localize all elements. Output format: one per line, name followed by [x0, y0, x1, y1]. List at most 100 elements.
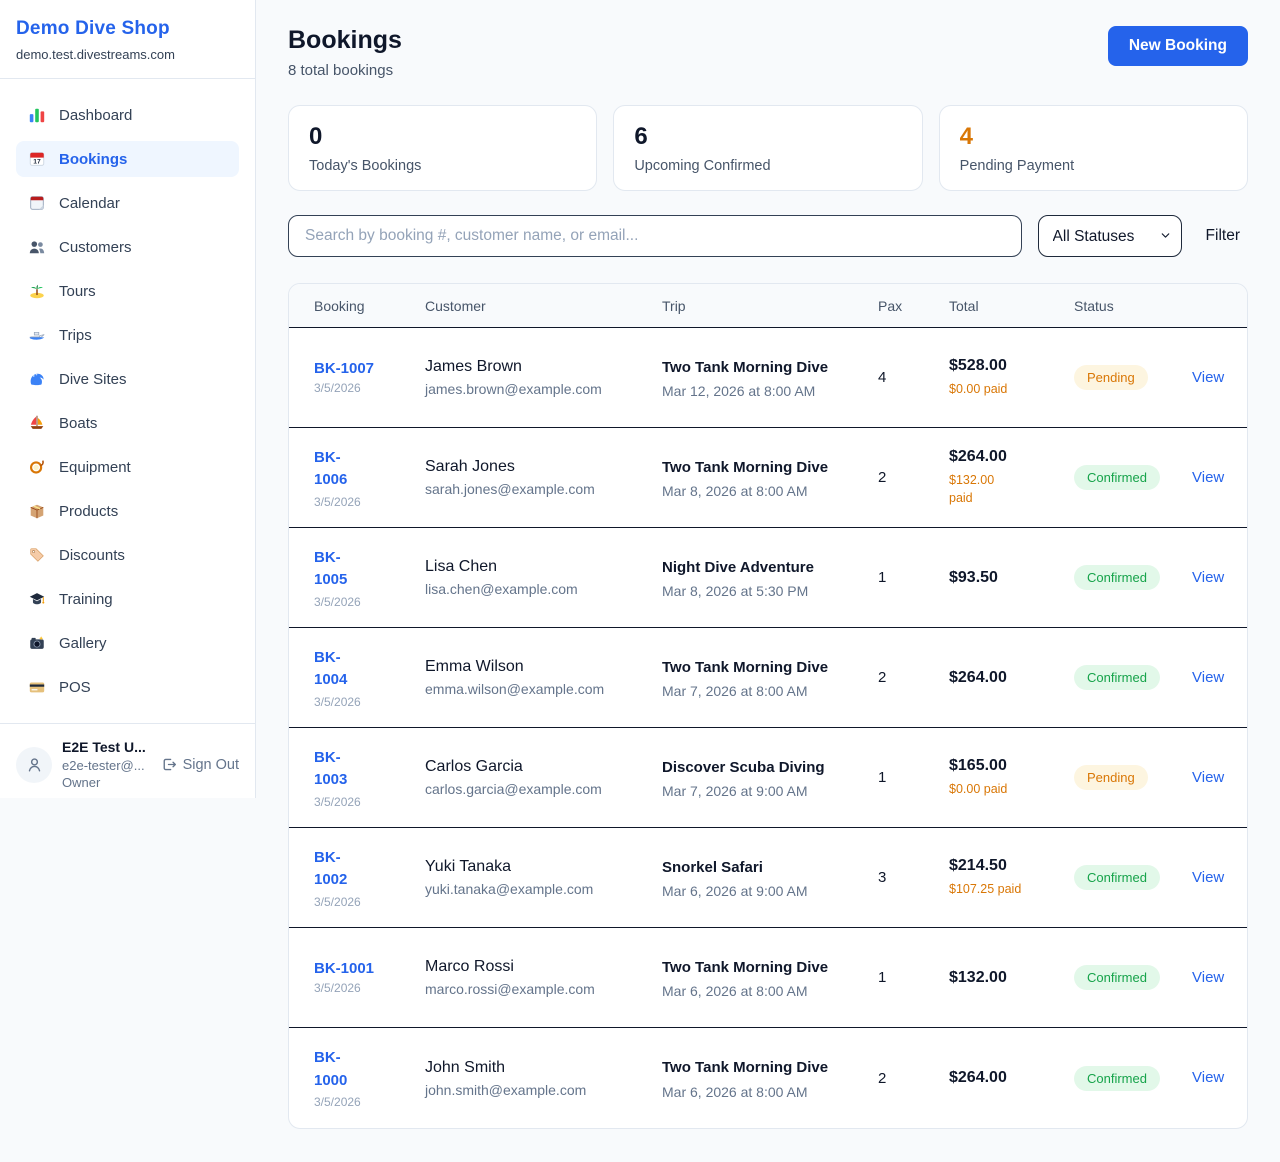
- view-link[interactable]: View: [1192, 1069, 1225, 1086]
- view-link[interactable]: View: [1192, 468, 1225, 486]
- view-link[interactable]: View: [1192, 768, 1225, 786]
- total-amount: $264.00: [949, 668, 1007, 686]
- page-header: Bookings 8 total bookings New Booking: [288, 26, 1248, 79]
- paid-amount: $0.00 paid: [949, 781, 1008, 796]
- sidebar-item-boats[interactable]: Boats: [16, 405, 239, 441]
- booking-number-link[interactable]: BK-1006: [314, 448, 348, 489]
- sidebar-item-customers[interactable]: Customers: [16, 229, 239, 265]
- paid-amount: $132.00 paid: [949, 472, 995, 505]
- view-link[interactable]: View: [1192, 668, 1225, 686]
- view-link[interactable]: View: [1192, 568, 1225, 586]
- sidebar-item-products[interactable]: Products: [16, 493, 239, 529]
- sign-out-button[interactable]: Sign Out: [160, 756, 239, 773]
- sidebar-item-equipment[interactable]: Equipment: [16, 449, 239, 485]
- table-row: BK-1007 3/5/2026 James Brown james.brown…: [289, 328, 1247, 428]
- bookings-table: Booking Customer Trip Pax Total Status B…: [288, 283, 1248, 1129]
- pax-count: 4: [878, 369, 887, 386]
- table-row: BK-1004 3/5/2026 Emma Wilson emma.wilson…: [289, 628, 1247, 728]
- sidebar-item-dive-sites[interactable]: Dive Sites: [16, 361, 239, 397]
- customer-email: james.brown@example.com: [425, 381, 602, 397]
- search-input[interactable]: [288, 215, 1022, 257]
- speedboat-icon: [28, 326, 46, 344]
- pax-count: 1: [878, 969, 887, 986]
- sidebar-item-label: Dive Sites: [59, 370, 127, 388]
- sidebar: Demo Dive Shop demo.test.divestreams.com…: [0, 0, 256, 798]
- sidebar-item-label: Equipment: [59, 458, 131, 476]
- dive-mask-icon: [28, 458, 46, 476]
- main-content: Bookings 8 total bookings New Booking 0 …: [256, 0, 1280, 1162]
- sidebar-item-discounts[interactable]: Discounts: [16, 537, 239, 573]
- col-trip: Trip: [662, 297, 686, 314]
- booking-number-link[interactable]: BK-1002: [314, 848, 348, 889]
- avatar: [16, 746, 52, 783]
- booking-number-link[interactable]: BK-1004: [314, 648, 348, 689]
- table-row: BK-1005 3/5/2026 Lisa Chen lisa.chen@exa…: [289, 528, 1247, 628]
- booking-date: 3/5/2026: [314, 694, 361, 709]
- brand-name: Demo Dive Shop: [16, 18, 170, 39]
- trip-datetime: Mar 12, 2026 at 8:00 AM: [662, 383, 816, 400]
- sidebar-item-label: Tours: [59, 282, 96, 300]
- table-row: BK-1001 3/5/2026 Marco Rossi marco.rossi…: [289, 928, 1247, 1028]
- booking-number-link[interactable]: BK-1007: [314, 360, 375, 377]
- sidebar-item-dashboard[interactable]: Dashboard: [16, 97, 239, 133]
- filter-button[interactable]: Filter: [1198, 227, 1248, 245]
- col-status: Status: [1074, 297, 1114, 314]
- customer-email: yuki.tanaka@example.com: [425, 881, 594, 897]
- table-body: BK-1007 3/5/2026 James Brown james.brown…: [289, 328, 1247, 1128]
- sidebar-item-trips[interactable]: Trips: [16, 317, 239, 353]
- status-badge: Confirmed: [1074, 965, 1160, 990]
- booking-date: 3/5/2026: [314, 594, 361, 609]
- stat-value: 6: [634, 123, 648, 150]
- customer-email: emma.wilson@example.com: [425, 681, 605, 697]
- booking-number-link[interactable]: BK-1003: [314, 748, 348, 789]
- view-link[interactable]: View: [1192, 368, 1225, 386]
- total-amount: $214.50: [949, 856, 1007, 874]
- status-badge: Pending: [1074, 365, 1148, 390]
- credit-card-icon: [28, 678, 46, 696]
- total-amount: $528.00: [949, 356, 1007, 374]
- total-amount: $165.00: [949, 756, 1007, 774]
- customer-name: John Smith: [425, 1058, 506, 1076]
- table-row: BK-1002 3/5/2026 Yuki Tanaka yuki.tanaka…: [289, 828, 1247, 928]
- table-row: BK-1006 3/5/2026 Sarah Jones sarah.jones…: [289, 428, 1247, 528]
- calendar-icon: [28, 194, 46, 212]
- total-amount: $264.00: [949, 447, 1007, 465]
- status-badge: Confirmed: [1074, 565, 1160, 590]
- status-filter-select[interactable]: All Statuses: [1037, 215, 1182, 257]
- customer-email: john.smith@example.com: [425, 1081, 587, 1098]
- table-row: BK-1000 3/5/2026 John Smith john.smith@e…: [289, 1028, 1247, 1128]
- customer-name: Sarah Jones: [425, 458, 515, 475]
- pax-count: 1: [878, 569, 887, 586]
- col-total: Total: [949, 297, 979, 314]
- trip-name: Two Tank Morning Dive: [662, 958, 829, 976]
- sidebar-item-tours[interactable]: Tours: [16, 273, 239, 309]
- sidebar-item-label: Gallery: [59, 634, 107, 652]
- sidebar-item-bookings[interactable]: Bookings: [16, 141, 239, 177]
- sidebar-item-label: Bookings: [59, 150, 128, 168]
- user-name: E2E Test U...: [62, 739, 146, 755]
- grad-cap-icon: [28, 590, 46, 608]
- sidebar-item-pos[interactable]: POS: [16, 669, 239, 705]
- calendar-17-icon: [28, 150, 46, 168]
- trip-name: Night Dive Adventure: [662, 558, 814, 576]
- brand-domain: demo.test.divestreams.com: [16, 47, 175, 62]
- sidebar-item-calendar[interactable]: Calendar: [16, 185, 239, 221]
- view-link[interactable]: View: [1192, 868, 1225, 886]
- stat-value: 4: [959, 123, 974, 150]
- view-link[interactable]: View: [1192, 968, 1225, 986]
- trip-name: Discover Scuba Diving: [662, 758, 825, 776]
- booking-number-link[interactable]: BK-1001: [314, 960, 375, 977]
- sidebar-item-gallery[interactable]: Gallery: [16, 625, 239, 661]
- booking-number-link[interactable]: BK-1005: [314, 548, 348, 589]
- booking-number-link[interactable]: BK-1000: [314, 1049, 348, 1089]
- stat-card: 4 Pending Payment: [938, 105, 1248, 191]
- status-badge: Confirmed: [1074, 865, 1160, 890]
- sidebar-item-label: Calendar: [59, 194, 120, 212]
- sidebar-item-training[interactable]: Training: [16, 581, 239, 617]
- new-booking-button[interactable]: New Booking: [1107, 26, 1248, 66]
- customer-name: Lisa Chen: [425, 558, 498, 575]
- trip-datetime: Mar 6, 2026 at 8:00 AM: [662, 983, 808, 1000]
- island-icon: [28, 282, 46, 300]
- stat-label: Today's Bookings: [309, 158, 422, 174]
- camera-icon: [28, 634, 46, 652]
